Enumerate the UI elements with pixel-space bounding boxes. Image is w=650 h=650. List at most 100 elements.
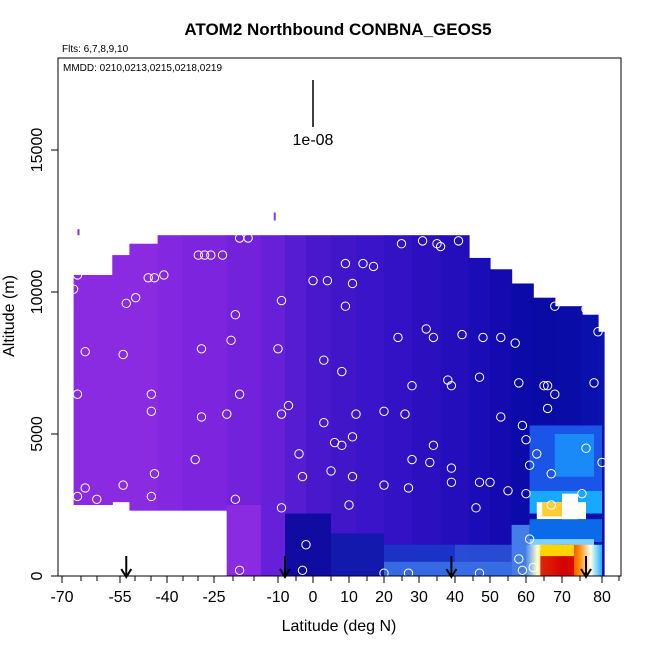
observation-point-57: [351, 409, 361, 419]
observation-point-83: [503, 486, 513, 496]
observation-point-2: [72, 389, 83, 399]
observation-point-35: [273, 344, 283, 354]
observation-points: [68, 233, 607, 576]
observation-point-96: [550, 389, 560, 399]
heat-column-3: [157, 235, 184, 511]
observation-point-20: [199, 250, 210, 260]
observation-point-88: [521, 488, 531, 499]
x-tick-label-2: -40: [155, 589, 178, 606]
observation-point-43: [319, 417, 329, 428]
observation-point-70: [428, 440, 439, 451]
heat-east-1: [554, 434, 594, 477]
observation-point-74: [446, 477, 457, 487]
observation-point-17: [146, 491, 157, 502]
observation-point-63: [400, 409, 410, 419]
x-axis: -70 -55 -40 -25 -10 0 10 20 30 40 50 60 70 80: [50, 576, 620, 606]
observation-point-92: [542, 381, 553, 391]
scale-marker: 1e-08: [293, 80, 334, 149]
observation-point-34: [276, 295, 287, 306]
observation-point-55: [337, 440, 347, 451]
observation-point-3: [80, 346, 90, 357]
heat-column-1: [112, 255, 130, 503]
observation-point-105: [524, 534, 535, 544]
heat-column-10: [356, 235, 385, 576]
flight-arrow-head-1: [279, 568, 291, 579]
observation-point-78: [471, 503, 481, 513]
observation-point-91: [539, 381, 549, 391]
heat-mid-warm: [542, 502, 566, 517]
x-tick-label-12: 70: [553, 589, 571, 606]
observation-point-111: [517, 565, 528, 576]
observation-point-36: [276, 409, 287, 419]
observation-point-40: [276, 503, 287, 513]
observation-point-68: [428, 332, 439, 343]
x-tick-label-5: 0: [309, 589, 318, 606]
observation-point-1: [72, 270, 83, 280]
heat-column-0: [73, 274, 113, 505]
observation-point-104: [581, 304, 591, 314]
observation-point-33: [234, 565, 245, 576]
observation-point-61: [379, 480, 389, 490]
observation-point-97: [565, 497, 575, 507]
heat-lowband-4: [511, 524, 530, 576]
observation-point-82: [496, 412, 506, 422]
observation-point-0: [68, 284, 79, 294]
heat-east-5: [529, 539, 594, 548]
observation-point-12: [149, 273, 160, 283]
chart-title: ATOM2 Northbound CONBNA_GEOS5: [184, 20, 491, 39]
observation-point-94: [546, 469, 556, 479]
observation-point-29: [190, 454, 200, 465]
observation-point-77: [474, 372, 485, 382]
observation-point-67: [421, 324, 431, 334]
y-axis: 0 5000 10000 15000: [29, 128, 58, 580]
scale-label: 1e-08: [293, 132, 334, 149]
y-axis-label: Altitude (m): [1, 275, 18, 357]
x-tick-label-10: 50: [481, 589, 499, 606]
observation-point-6: [92, 494, 102, 505]
observation-point-9: [121, 298, 131, 309]
observation-point-31: [234, 389, 245, 399]
observation-point-32: [230, 494, 241, 505]
heatmap-field: [73, 212, 605, 576]
observation-point-49: [368, 261, 379, 272]
observation-point-75: [457, 329, 467, 340]
observation-point-112: [417, 236, 428, 246]
observation-point-18: [118, 480, 128, 490]
observation-point-89: [524, 460, 535, 470]
observation-point-39: [297, 471, 308, 482]
observation-point-14: [146, 389, 157, 399]
y-tick-label-3: 15000: [29, 128, 46, 173]
observation-point-84: [510, 338, 520, 348]
flights-label: Flts: 6,7,8,9,10: [62, 44, 129, 55]
heat-lowband-5: [384, 561, 512, 576]
observation-point-13: [159, 270, 169, 280]
heat-column-15: [490, 269, 513, 576]
heat-column-6: [260, 235, 286, 576]
observation-point-47: [340, 258, 351, 269]
observation-point-53: [337, 366, 347, 377]
observation-point-4: [80, 483, 90, 493]
observation-point-109: [403, 568, 414, 576]
x-tick-label-13: 80: [593, 589, 611, 606]
observation-point-45: [308, 275, 318, 286]
x-axis-label: Latitude (deg N): [282, 618, 397, 635]
heat-column-9: [331, 235, 357, 576]
observation-point-98: [577, 488, 587, 499]
heat-top-tick: [77, 229, 80, 236]
observation-point-19: [193, 250, 204, 260]
observation-point-21: [206, 250, 216, 260]
x-tick-label-4: -10: [266, 589, 289, 606]
observation-point-64: [403, 483, 414, 493]
observation-point-51: [340, 301, 351, 311]
observation-point-28: [196, 412, 207, 422]
observation-point-114: [453, 236, 464, 246]
observation-point-108: [379, 568, 389, 576]
plot-frame: [57, 57, 622, 577]
observation-point-62: [393, 332, 403, 343]
observation-point-52: [319, 355, 329, 365]
observation-point-60: [379, 406, 389, 416]
observation-point-80: [485, 477, 495, 487]
observation-point-50: [347, 278, 358, 289]
x-tick-label-7: 20: [375, 589, 393, 606]
